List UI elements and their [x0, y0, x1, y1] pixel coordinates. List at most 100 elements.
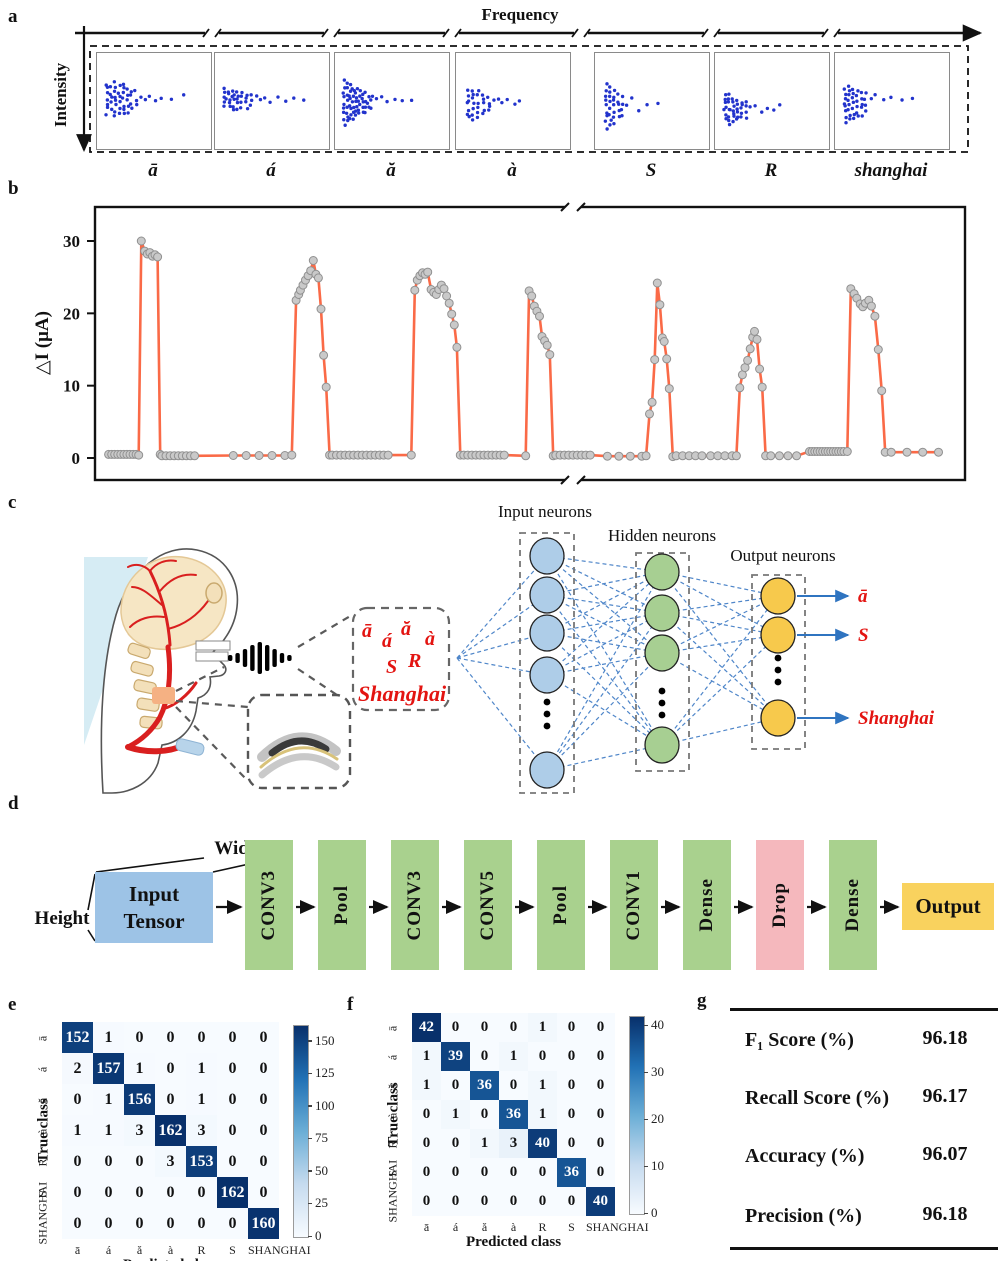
matrix-cell: 0	[93, 1177, 124, 1208]
x-tick-label: R	[197, 1243, 206, 1257]
matrix-cell: 0	[248, 1177, 279, 1208]
matrix-cell: 0	[124, 1146, 155, 1177]
colorbar-tick	[308, 1040, 312, 1042]
scatter-plot-R	[722, 92, 782, 127]
output-neuron	[760, 699, 796, 737]
x-tick-label: à	[510, 1220, 517, 1234]
layer-box-label: CONV3	[404, 869, 425, 941]
matrix-cell: 0	[470, 1042, 499, 1071]
layer-box-pool: Pool	[537, 840, 585, 970]
scatter-box-à	[455, 52, 571, 150]
colorbar-tick-label: 100	[315, 1097, 335, 1113]
metric-value: 96.18	[922, 1027, 968, 1049]
ellipsis-dot	[774, 654, 782, 662]
input-neuron	[529, 614, 565, 652]
output-class-label: Shanghai	[858, 708, 935, 729]
colorbar-tick-label: 0	[315, 1228, 322, 1243]
layer-box-label: Pool	[331, 885, 352, 925]
matrix-cell: 0	[124, 1022, 155, 1053]
input-neuron	[529, 751, 565, 789]
intensity-axis-title: Intensity	[51, 62, 70, 127]
matrix-cell: 0	[186, 1208, 217, 1239]
panel-f-confusion-matrix-test: 42 0 0 0 1 0 0 1 39 0 1 0 0 0 1 0 36 0 1 0 0 0 1 0 36 1 0 0 0 0 1 3 40 0 0…	[345, 995, 690, 1261]
input-neuron	[529, 537, 565, 575]
matrix-cell: 0	[124, 1208, 155, 1239]
head-illustration	[84, 548, 239, 794]
y-axis-title: △I (μA)	[32, 311, 53, 375]
colorbar-tick	[644, 1212, 648, 1214]
matrix-cell: 0	[586, 1071, 615, 1100]
panel-b-current-trace: 0 10 20 30 △I (μA)	[0, 190, 1000, 490]
ellipsis-dot	[658, 711, 666, 719]
matrix-cell: 0	[441, 1013, 470, 1042]
metric-label: Accuracy (%)	[745, 1145, 865, 1167]
output-layer-box	[751, 574, 806, 750]
matrix-cell: 1	[528, 1013, 557, 1042]
colorbar-tick	[308, 1202, 312, 1205]
colorbar-tick-label: 40	[651, 1017, 664, 1033]
category-label-S: S	[645, 160, 657, 181]
panel-e-confusion-matrix-train: 152 1 0 0 0 0 0 2 157 1 0 1 0 0 0 1 156 0 1 0 0 1 1 3 162 3 0 0 0 0 0 3…	[0, 995, 345, 1261]
matrix-cell: 0	[557, 1071, 586, 1100]
vertebra	[127, 642, 151, 660]
matrix-cell: 0	[412, 1158, 441, 1187]
ellipsis-dot	[658, 687, 666, 695]
confusion-matrix-grid: 152 1 0 0 0 0 0 2 157 1 0 1 0 0 0 1 156 0 1 0 0 1 1 3 162 3 0 0 0 0 0 3…	[62, 1022, 279, 1239]
panel-label-d: d	[8, 793, 19, 814]
scatter-plot-à	[465, 88, 522, 122]
sound-wave-icon	[228, 642, 292, 674]
matrix-cell: 0	[248, 1022, 279, 1053]
metric-value: 96.17	[922, 1085, 968, 1107]
matrix-cell: 3	[499, 1129, 528, 1158]
hidden-neuron	[644, 594, 680, 632]
hidden-layer-box	[635, 552, 690, 772]
scatter-box-á	[214, 52, 330, 150]
x-tick-label: R	[538, 1220, 547, 1234]
matrix-cell: 0	[499, 1013, 528, 1042]
axis-break-slash	[560, 202, 570, 212]
x-tick-label: ă	[481, 1220, 488, 1234]
matrix-cell: 0	[62, 1177, 93, 1208]
hidden-neuron	[644, 553, 680, 591]
x-tick-label: ă	[136, 1243, 143, 1257]
metric-label: Recall Score (%)	[745, 1087, 890, 1109]
matrix-cell: 0	[586, 1042, 615, 1071]
matrix-cell: 36	[499, 1100, 528, 1129]
matrix-cell: 1	[186, 1053, 217, 1084]
ellipsis-dot	[658, 699, 666, 707]
colorbar-tick	[308, 1072, 312, 1075]
colorbar-tick	[644, 1118, 648, 1121]
panel-label-g: g	[697, 990, 707, 1011]
y-tick-label: SHANGHAI	[385, 1159, 400, 1222]
matrix-cell: 0	[557, 1013, 586, 1042]
colorbar-tick	[644, 1071, 648, 1074]
axis-break-slash	[214, 28, 222, 38]
matrix-cell: 0	[248, 1146, 279, 1177]
layer-box-label: CONV3	[258, 869, 279, 941]
matrix-cell: 0	[470, 1187, 499, 1216]
panel-label-b: b	[8, 178, 19, 199]
category-label-à: à	[507, 160, 517, 181]
dashed-enclosure	[89, 45, 969, 153]
brain-arteries	[127, 559, 209, 647]
matrix-cell: 1	[412, 1042, 441, 1071]
matrix-cell: 162	[217, 1177, 248, 1208]
y-tick-label: 30	[63, 232, 80, 251]
x-tick-label: à	[167, 1243, 174, 1257]
matrix-cell: 1	[528, 1100, 557, 1129]
matrix-cell: 0	[586, 1129, 615, 1158]
matrix-cell: 0	[217, 1022, 248, 1053]
artery-branch	[161, 681, 198, 711]
colorbar-tick	[644, 1024, 648, 1027]
layer-box-label: Dense	[696, 878, 717, 932]
matrix-cell: 0	[441, 1071, 470, 1100]
matrix-cell: 1	[93, 1115, 124, 1146]
matrix-cell: 3	[124, 1115, 155, 1146]
axis-break-slash	[202, 28, 210, 38]
matrix-cell: 160	[248, 1208, 279, 1239]
matrix-cell: 0	[62, 1146, 93, 1177]
matrix-cell: 36	[557, 1158, 586, 1187]
y-axis-title: True class	[35, 1097, 52, 1163]
layer-box-label: CONV1	[623, 869, 644, 941]
